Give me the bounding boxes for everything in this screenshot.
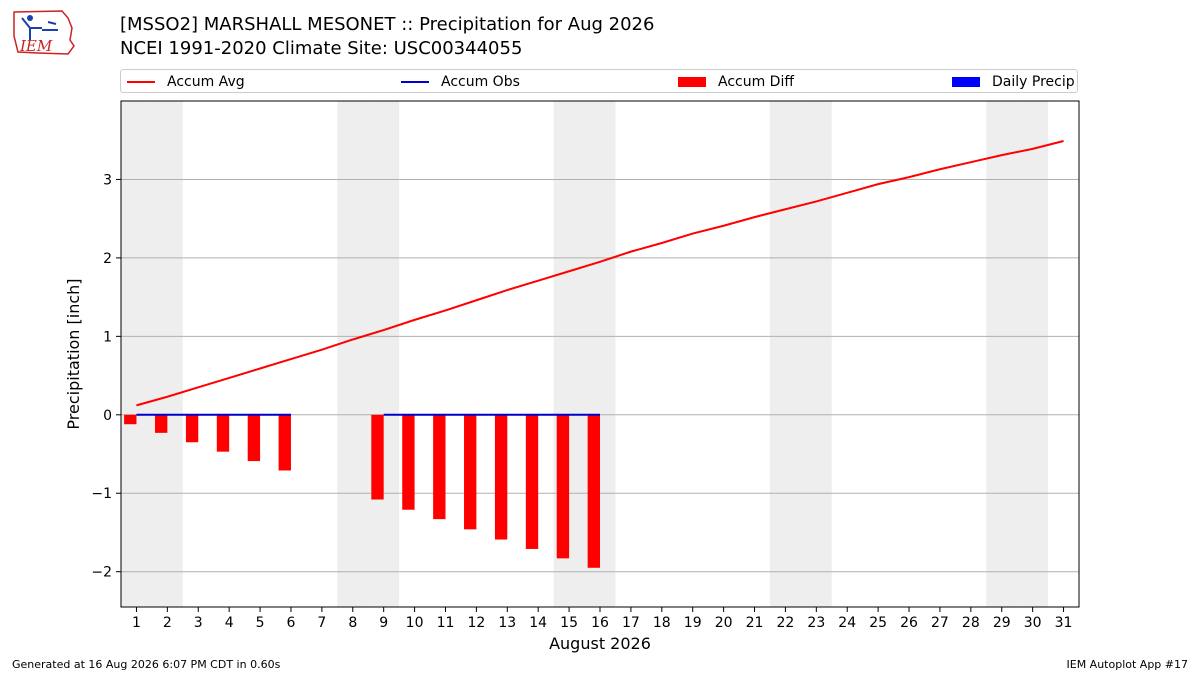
accum-diff-bar-day-13	[494, 414, 508, 540]
accum-diff-bar-day-16	[587, 414, 600, 568]
accum-diff-bar-day-10	[402, 414, 415, 510]
weekend-band-day-23	[800, 101, 832, 607]
x-tick-label: 16	[591, 615, 609, 631]
y-axis-ticks: −2 −1 0 1 2 3	[91, 172, 121, 581]
x-tick-label: 9	[379, 615, 388, 631]
weekend-band-day-9	[368, 101, 400, 607]
x-tick-label: 15	[560, 615, 578, 631]
legend: Accum Avg Accum Obs Accum Diff Daily Pre…	[120, 69, 1078, 93]
y-tick-label: −1	[91, 486, 112, 502]
y-tick-label: 1	[103, 329, 112, 345]
iem-logo: IEM	[13, 10, 75, 55]
legend-swatch-accum-diff	[678, 77, 706, 87]
accum-diff-bars	[124, 414, 600, 568]
series-lines	[136, 140, 1064, 416]
title-line-1: [MSSO2] MARSHALL MESONET :: Precipitatio…	[120, 14, 655, 35]
chart-title: [MSSO2] MARSHALL MESONET :: Precipitatio…	[120, 13, 654, 61]
x-tick-label: 27	[931, 615, 949, 631]
accum-diff-bar-day-6	[278, 414, 291, 471]
accum-diff-bar-day-12	[464, 414, 477, 530]
logo-text: IEM	[19, 37, 53, 55]
legend-item-accum-avg: Accum Avg	[127, 73, 245, 91]
weekend-band-day-29	[986, 101, 1018, 607]
x-tick-label: 26	[900, 615, 918, 631]
legend-label-accum-diff: Accum Diff	[718, 74, 795, 90]
y-tick-label: −2	[91, 565, 112, 581]
app-footer: IEM Autoplot App #17	[1066, 658, 1189, 671]
accum-diff-bar-day-15	[556, 414, 570, 559]
legend-item-daily-precip: Daily Precip	[952, 73, 1075, 91]
x-tick-label: 22	[777, 615, 795, 631]
weekend-band-day-30	[1017, 101, 1049, 607]
x-tick-label: 30	[1024, 615, 1042, 631]
x-tick-label: 28	[962, 615, 980, 631]
weekend-band-day-1	[121, 101, 152, 607]
x-tick-label: 10	[406, 615, 424, 631]
legend-swatch-accum-avg	[127, 81, 155, 83]
x-tick-label: 21	[746, 615, 764, 631]
legend-label-daily-precip: Daily Precip	[992, 74, 1075, 90]
x-axis-label: August 2026	[549, 634, 651, 653]
x-tick-label: 23	[807, 615, 825, 631]
x-tick-label: 3	[194, 615, 203, 631]
weekend-band-day-22	[769, 101, 801, 607]
accum-diff-bar-day-11	[433, 414, 446, 520]
x-tick-label: 4	[225, 615, 234, 631]
x-tick-label: 31	[1055, 615, 1073, 631]
y-tick-label: 2	[103, 251, 112, 267]
x-tick-label: 8	[348, 615, 357, 631]
x-tick-label: 1	[132, 615, 141, 631]
y-tick-label: 0	[103, 408, 112, 424]
x-tick-label: 11	[437, 615, 455, 631]
accum-diff-bar-day-4	[216, 414, 230, 452]
x-tick-label: 18	[653, 615, 671, 631]
x-tick-label: 2	[163, 615, 172, 631]
x-tick-label: 14	[529, 615, 547, 631]
accum-diff-bar-day-14	[525, 414, 539, 549]
weekend-bands	[121, 101, 1049, 607]
x-tick-label: 12	[467, 615, 485, 631]
accum-diff-bar-day-5	[247, 414, 261, 462]
weekend-band-day-2	[151, 101, 183, 607]
y-axis-label: Precipitation [inch]	[64, 278, 83, 429]
legend-label-accum-obs: Accum Obs	[441, 74, 520, 90]
x-tick-label: 24	[838, 615, 856, 631]
accum-diff-bar-day-2	[154, 414, 168, 433]
x-tick-label: 29	[993, 615, 1011, 631]
x-tick-label: 20	[715, 615, 733, 631]
x-axis-ticks: 1 2 3 4 5 6 7 8 9 10 11 12 13 14 15 16 17 18 19 20 21 22 23 24 2…	[132, 607, 1072, 631]
x-tick-label: 6	[287, 615, 296, 631]
weekend-band-day-8	[337, 101, 369, 607]
x-tick-label: 5	[256, 615, 265, 631]
accum-diff-bar-day-1	[124, 414, 137, 425]
x-tick-label: 17	[622, 615, 640, 631]
legend-swatch-daily-precip	[952, 77, 980, 87]
x-tick-label: 25	[869, 615, 887, 631]
legend-item-accum-obs: Accum Obs	[401, 73, 520, 91]
generated-footer: Generated at 16 Aug 2026 6:07 PM CDT in …	[12, 658, 281, 671]
x-tick-label: 7	[317, 615, 326, 631]
title-line-2: NCEI 1991-2020 Climate Site: USC00344055	[120, 38, 523, 59]
y-tick-label: 3	[103, 172, 112, 188]
legend-item-accum-diff: Accum Diff	[678, 73, 794, 91]
x-tick-label: 19	[684, 615, 702, 631]
legend-swatch-accum-obs	[401, 81, 429, 83]
legend-label-accum-avg: Accum Avg	[167, 74, 245, 90]
accum-diff-bar-day-9	[371, 414, 384, 500]
x-tick-label: 13	[498, 615, 516, 631]
accum-avg-line	[136, 140, 1064, 407]
accum-diff-bar-day-3	[185, 414, 199, 443]
